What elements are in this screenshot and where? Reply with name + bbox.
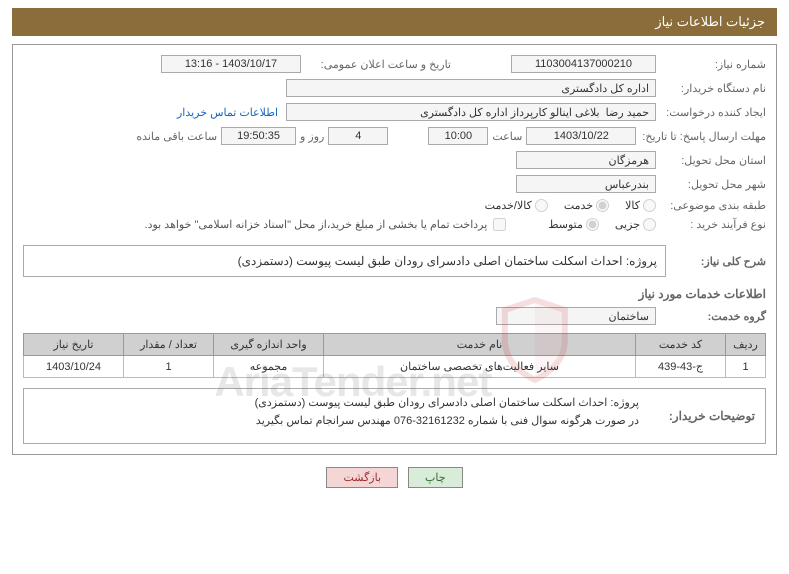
category-label: طبقه بندی موضوعی: <box>656 199 766 212</box>
table-head: ردیف کد خدمت نام خدمت واحد اندازه گیری ت… <box>24 334 766 356</box>
radio-item-goods: کالا <box>625 199 656 212</box>
col-service-name: نام خدمت <box>324 334 636 356</box>
deadline-time-input <box>428 127 488 145</box>
radio-item-medium: متوسط <box>548 218 599 231</box>
requester-label: ایجاد کننده درخواست: <box>656 106 766 119</box>
remaining-time-input <box>221 127 296 145</box>
radio-item-both: کالا/خدمت <box>485 199 548 212</box>
page-container: جزئیات اطلاعات نیاز AriaTender.net شماره… <box>0 8 789 574</box>
row-deadline: مهلت ارسال پاسخ: تا تاریخ: ساعت روز و سا… <box>23 127 766 145</box>
cell-need-date: 1403/10/24 <box>24 356 124 378</box>
service-group-label: گروه خدمت: <box>656 310 766 323</box>
cell-row: 1 <box>726 356 766 378</box>
radio-small[interactable] <box>643 218 656 231</box>
description-line2: در صورت هرگونه سوال فنی با شماره 3216123… <box>30 413 639 431</box>
col-row: ردیف <box>726 334 766 356</box>
row-service-group: گروه خدمت: <box>23 307 766 325</box>
button-row: چاپ بازگشت <box>0 467 789 488</box>
col-unit: واحد اندازه گیری <box>214 334 324 356</box>
cell-service-code: ج-43-439 <box>636 356 726 378</box>
radio-goods[interactable] <box>643 199 656 212</box>
buyer-org-label: نام دستگاه خریدار: <box>656 82 766 95</box>
service-info-label: اطلاعات خدمات مورد نیاز <box>23 287 766 301</box>
days-count-input <box>328 127 388 145</box>
deadline-label: مهلت ارسال پاسخ: تا تاریخ: <box>636 130 766 143</box>
remaining-label: ساعت باقی مانده <box>136 130 217 143</box>
description-content: پروژه: احداث اسکلت ساختمان اصلی دادسرای … <box>24 389 645 443</box>
cell-quantity: 1 <box>124 356 214 378</box>
content-frame: AriaTender.net شماره نیاز: تاریخ و ساعت … <box>12 44 777 455</box>
row-province: استان محل تحویل: <box>23 151 766 169</box>
services-table: ردیف کد خدمت نام خدمت واحد اندازه گیری ت… <box>23 333 766 378</box>
row-category: طبقه بندی موضوعی: کالا خدمت کالا/خدمت <box>23 199 766 212</box>
buyer-org-input <box>286 79 656 97</box>
radio-item-small: جزیی <box>615 218 656 231</box>
description-line1: پروژه: احداث اسکلت ساختمان اصلی دادسرای … <box>30 395 639 413</box>
days-and-label: روز و <box>300 130 324 143</box>
row-requester: ایجاد کننده درخواست: اطلاعات تماس خریدار <box>23 103 766 121</box>
cell-unit: مجموعه <box>214 356 324 378</box>
deadline-date-input <box>526 127 636 145</box>
row-process-type: نوع فرآیند خرید : جزیی متوسط پرداخت تمام… <box>23 218 766 231</box>
radio-medium[interactable] <box>586 218 599 231</box>
general-desc-box: پروژه: احداث اسکلت ساختمان اصلی دادسرای … <box>23 245 666 277</box>
requester-input <box>286 103 656 121</box>
col-quantity: تعداد / مقدار <box>124 334 214 356</box>
payment-checkbox-row: پرداخت تمام یا بخشی از مبلغ خرید،از محل … <box>145 218 507 231</box>
description-box: توضیحات خریدار: پروژه: احداث اسکلت ساختم… <box>23 388 766 444</box>
general-desc-text: پروژه: احداث اسکلت ساختمان اصلی دادسرای … <box>238 254 657 268</box>
general-desc-label: شرح کلی نیاز: <box>666 255 766 268</box>
col-service-code: کد خدمت <box>636 334 726 356</box>
service-group-input <box>496 307 656 325</box>
radio-service[interactable] <box>596 199 609 212</box>
payment-note: پرداخت تمام یا بخشی از مبلغ خرید،از محل … <box>145 218 488 231</box>
page-header: جزئیات اطلاعات نیاز <box>12 8 777 36</box>
announce-date-input <box>161 55 301 73</box>
process-radio-group: جزیی متوسط <box>536 218 656 231</box>
table-row: 1 ج-43-439 سایر فعالیت‌های تخصصی ساختمان… <box>24 356 766 378</box>
category-radio-group: کالا خدمت کالا/خدمت <box>473 199 656 212</box>
radio-goods-label: کالا <box>625 199 640 212</box>
print-button[interactable]: چاپ <box>408 467 463 488</box>
table-body: 1 ج-43-439 سایر فعالیت‌های تخصصی ساختمان… <box>24 356 766 378</box>
row-buyer-org: نام دستگاه خریدار: <box>23 79 766 97</box>
back-button[interactable]: بازگشت <box>326 467 398 488</box>
need-number-label: شماره نیاز: <box>656 58 766 71</box>
row-need-number: شماره نیاز: تاریخ و ساعت اعلان عمومی: <box>23 55 766 73</box>
need-number-input <box>511 55 656 73</box>
header-title: جزئیات اطلاعات نیاز <box>655 14 765 29</box>
description-label: توضیحات خریدار: <box>645 389 765 443</box>
province-label: استان محل تحویل: <box>656 154 766 167</box>
process-type-label: نوع فرآیند خرید : <box>656 218 766 231</box>
general-desc-section: شرح کلی نیاز: پروژه: احداث اسکلت ساختمان… <box>23 245 766 277</box>
province-input <box>516 151 656 169</box>
radio-item-service: خدمت <box>564 199 609 212</box>
time-label: ساعت <box>492 130 522 143</box>
col-need-date: تاریخ نیاز <box>24 334 124 356</box>
announce-date-label: تاریخ و ساعت اعلان عمومی: <box>301 58 451 71</box>
city-label: شهر محل تحویل: <box>656 178 766 191</box>
payment-checkbox[interactable] <box>493 218 506 231</box>
radio-both[interactable] <box>535 199 548 212</box>
row-city: شهر محل تحویل: <box>23 175 766 193</box>
city-input <box>516 175 656 193</box>
radio-medium-label: متوسط <box>548 218 583 231</box>
radio-service-label: خدمت <box>564 199 593 212</box>
table-header-row: ردیف کد خدمت نام خدمت واحد اندازه گیری ت… <box>24 334 766 356</box>
cell-service-name: سایر فعالیت‌های تخصصی ساختمان <box>324 356 636 378</box>
radio-small-label: جزیی <box>615 218 640 231</box>
contact-link[interactable]: اطلاعات تماس خریدار <box>177 106 278 119</box>
radio-both-label: کالا/خدمت <box>485 199 532 212</box>
general-desc-row: شرح کلی نیاز: پروژه: احداث اسکلت ساختمان… <box>23 245 766 277</box>
